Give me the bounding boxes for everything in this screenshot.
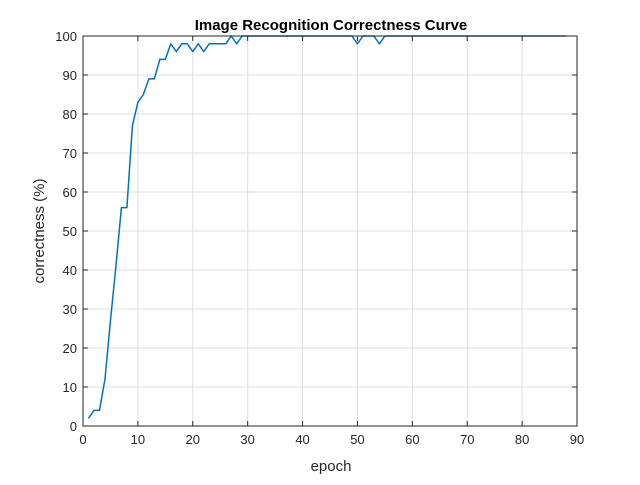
axes-group — [82, 35, 578, 427]
y-tick-label: 80 — [63, 107, 77, 122]
x-tick-label: 60 — [405, 432, 419, 447]
y-axis-label: correctness (%) — [31, 178, 48, 283]
x-tick-label: 50 — [350, 432, 364, 447]
x-tick-label: 40 — [295, 432, 309, 447]
x-tick-label: 70 — [460, 432, 474, 447]
y-tick-label: 30 — [63, 302, 77, 317]
chart-title: Image Recognition Correctness Curve — [195, 17, 468, 34]
x-tick-label: 90 — [570, 432, 584, 447]
y-tick-label: 60 — [63, 185, 77, 200]
y-tick-label: 50 — [63, 224, 77, 239]
x-tick-label: 0 — [79, 432, 86, 447]
y-tick-label: 10 — [63, 380, 77, 395]
x-tick-label: 20 — [186, 432, 200, 447]
tick-labels: 0 10 20 30 40 50 60 70 80 90 0 10 20 30 40 50 60 70 80 90 10… — [55, 29, 584, 447]
y-tick-label: 100 — [55, 29, 77, 44]
y-tick-label: 40 — [63, 263, 77, 278]
x-axis-label: epoch — [311, 458, 352, 475]
y-tick-label: 90 — [63, 68, 77, 83]
x-tick-label: 80 — [515, 432, 529, 447]
x-tick-label: 10 — [131, 432, 145, 447]
x-tick-label: 30 — [240, 432, 254, 447]
y-tick-label: 0 — [70, 419, 77, 434]
y-tick-label: 70 — [63, 146, 77, 161]
y-tick-label: 20 — [63, 341, 77, 356]
grid-lines — [83, 36, 577, 426]
